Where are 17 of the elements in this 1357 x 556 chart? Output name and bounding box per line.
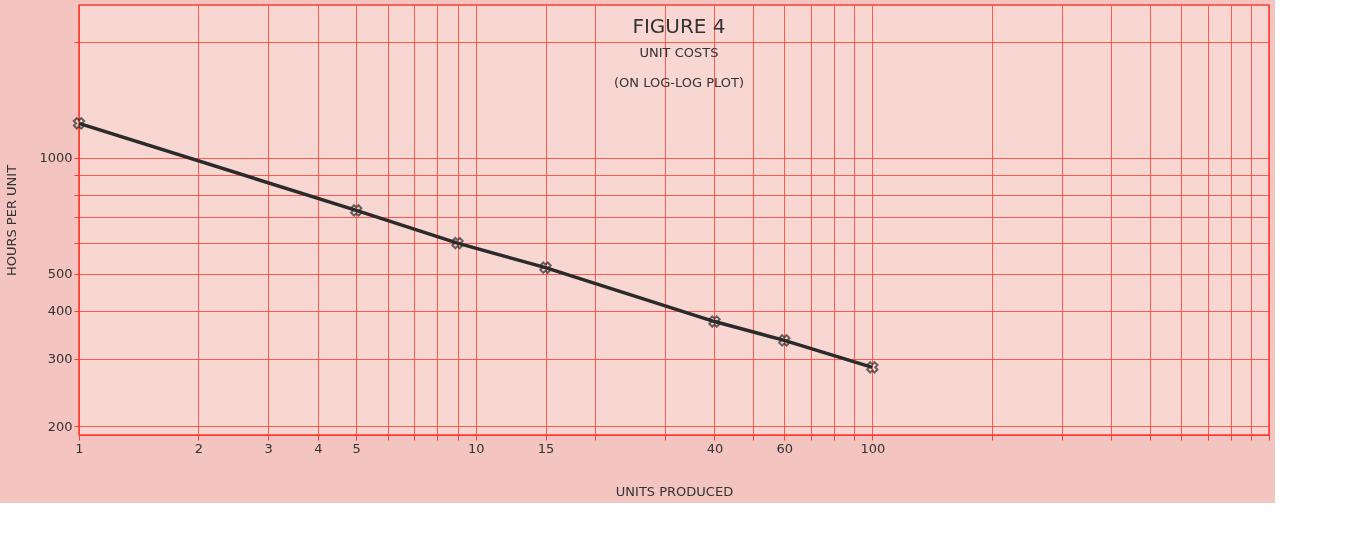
- y-tick-label: 400: [47, 303, 73, 319]
- x-tick-label: 3: [264, 440, 273, 456]
- y-tick-label: 300: [47, 351, 73, 367]
- x-tick-label: 10: [467, 440, 485, 456]
- y-tick-label: 1000: [39, 150, 73, 166]
- x-tick-label: 100: [860, 440, 886, 456]
- y-axis-title: HOURS PER UNIT: [4, 164, 20, 277]
- x-tick-label: 15: [537, 440, 555, 456]
- y-tick-label: 200: [47, 418, 73, 434]
- x-tick-label: 60: [776, 440, 794, 456]
- x-tick-label: 5: [352, 440, 361, 456]
- x-tick-label: 1: [75, 440, 84, 456]
- y-tick-label: 500: [47, 266, 73, 282]
- x-tick-label: 4: [314, 440, 323, 456]
- x-axis-title: UNITS PRODUCED: [615, 483, 734, 499]
- x-tick-label: 2: [194, 440, 204, 456]
- x-tick-label: 40: [706, 440, 724, 456]
